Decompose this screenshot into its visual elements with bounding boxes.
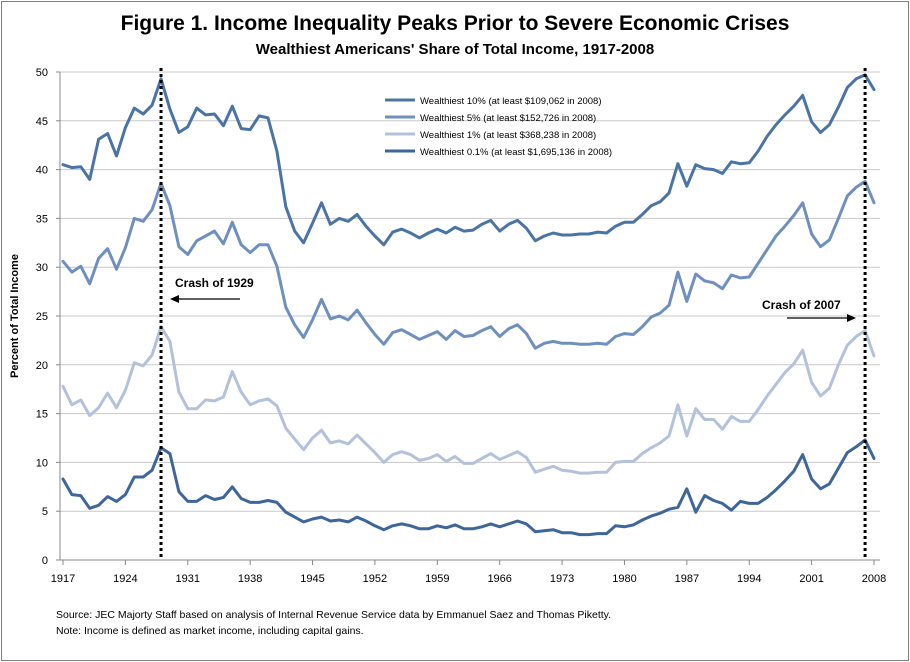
- x-tick-label: 1994: [737, 573, 761, 585]
- legend-label-1: Wealthiest 1% (at least $368,238 in 2008…: [420, 130, 596, 141]
- x-tick-label: 1987: [675, 573, 699, 585]
- y-tick-label: 25: [36, 311, 48, 323]
- legend-label-5: Wealthiest 5% (at least $152,726 in 2008…: [420, 113, 596, 124]
- x-tick-label: 1966: [487, 573, 511, 585]
- arrowhead-crash-1929: [170, 295, 179, 303]
- annotation-crash-1929: Crash of 1929: [175, 276, 254, 290]
- y-axis-label: Percent of Total Income: [9, 254, 21, 378]
- y-tick-label: 10: [36, 457, 48, 469]
- annotations: Crash of 1929 Crash of 2007: [170, 276, 856, 322]
- chart-title: Figure 1. Income Inequality Peaks Prior …: [120, 12, 790, 35]
- x-tick-label: 1938: [238, 573, 262, 585]
- y-tick-label: 0: [42, 555, 48, 567]
- series-line-0: [61, 73, 876, 247]
- series-line-2: [61, 325, 876, 475]
- series-line-1: [61, 179, 876, 350]
- annotation-crash-2007: Crash of 2007: [762, 298, 841, 312]
- definition-note: Note: Income is defined as market income…: [56, 625, 364, 637]
- chart-subtitle: Wealthiest Americans' Share of Total Inc…: [255, 41, 655, 58]
- x-tick-label: 1931: [176, 573, 200, 585]
- y-tick-label: 15: [36, 409, 48, 421]
- y-tick-label: 35: [36, 213, 48, 225]
- legend: Wealthiest 10% (at least $109,062 in 200…: [385, 96, 612, 158]
- arrowhead-crash-2007: [847, 314, 856, 322]
- legend-label-01: Wealthiest 0.1% (at least $1,695,136 in …: [420, 147, 612, 158]
- series-line-3: [61, 438, 876, 537]
- x-tick-label: 2008: [862, 573, 886, 585]
- x-tick-label: 2001: [799, 573, 823, 585]
- legend-label-10: Wealthiest 10% (at least $109,062 in 200…: [420, 96, 602, 107]
- crash-markers: [159, 68, 867, 560]
- x-tick-label: 1959: [425, 573, 449, 585]
- x-tick-label: 1980: [612, 573, 636, 585]
- x-tick-label: 1917: [51, 573, 75, 585]
- y-tick-label: 20: [36, 360, 48, 372]
- y-tick-label: 40: [36, 165, 48, 177]
- y-tick-label: 5: [42, 506, 48, 518]
- tick-labels: 0 5 10 15 20 25 30 35 40 45 50 1917 1924 1931 1938 1945…: [36, 67, 886, 585]
- y-tick-label: 50: [36, 67, 48, 79]
- source-note: Source: JEC Majorty Staff based on analy…: [56, 609, 612, 621]
- series-lines: [61, 73, 876, 537]
- y-tick-label: 30: [36, 262, 48, 274]
- x-tick-label: 1952: [363, 573, 387, 585]
- x-tick-label: 1924: [113, 573, 137, 585]
- y-tick-label: 45: [36, 116, 48, 128]
- x-tick-label: 1945: [300, 573, 324, 585]
- y-gridlines: [60, 71, 880, 512]
- x-tick-label: 1973: [550, 573, 574, 585]
